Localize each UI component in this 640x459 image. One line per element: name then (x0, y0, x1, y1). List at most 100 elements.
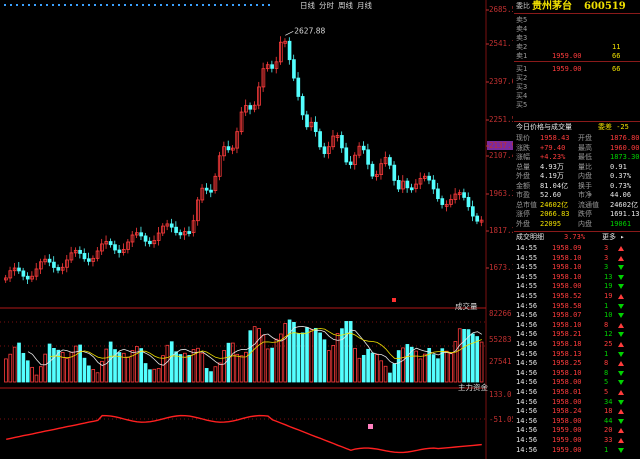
candle-body (100, 243, 104, 252)
order-level-label: 卖4 (516, 25, 528, 33)
tick-price: 1958.52 (552, 292, 582, 300)
stat-label: 金额 (516, 181, 530, 190)
toolbar-dot (202, 4, 204, 6)
toolbar-dot (220, 4, 222, 6)
ticks-header-row[interactable]: 成交明细 3.73% 更多 ▸ (514, 233, 640, 242)
candle-body (231, 147, 235, 151)
volume-bar (152, 368, 157, 383)
tick-volume: 8 (604, 320, 609, 329)
tick-row[interactable]: 14:56 1958.01 5 (514, 388, 640, 397)
candle-body (139, 232, 144, 237)
toolbar-dot (208, 4, 210, 6)
tick-row[interactable]: 14:55 1958.10 3 (514, 263, 640, 272)
down-arrow-icon (618, 399, 624, 405)
candle-body (60, 266, 65, 271)
tick-row[interactable]: 14:56 1958.07 10 (514, 311, 640, 320)
tick-price: 1958.25 (552, 359, 582, 368)
volume-bar (231, 342, 235, 383)
tick-row[interactable]: 14:56 1959.00 1 (514, 446, 640, 455)
candle-body (95, 250, 100, 259)
volume-bar (313, 327, 318, 383)
volume-bar (279, 333, 283, 383)
candle-body (388, 157, 392, 166)
order-book-row: 卖2 11 (514, 43, 640, 52)
toolbar-dot (268, 4, 270, 6)
tick-row[interactable]: 14:56 1958.25 8 (514, 359, 640, 368)
stats-row: 金额 81.04亿 换手 0.73% (514, 182, 640, 191)
candle-body (56, 267, 61, 271)
volume-bar (161, 355, 165, 383)
volume-bar (401, 347, 405, 383)
tick-time: 14:56 (516, 368, 538, 377)
down-arrow-icon (618, 370, 624, 376)
stat-label: 涨幅 (516, 153, 530, 161)
tick-row[interactable]: 14:56 1958.24 18 (514, 407, 640, 416)
stat-value: 1873.30 (610, 153, 640, 161)
volume-axis-label: 82266 (489, 309, 512, 318)
stats-header: 今日价格与成交量 (516, 123, 572, 131)
volume-bar (479, 341, 484, 383)
tick-row[interactable]: 14:56 1958.00 34 (514, 398, 640, 407)
candle-body (196, 199, 200, 222)
candle-body (12, 267, 17, 272)
tick-row[interactable]: 14:55 1958.00 19 (514, 282, 640, 291)
volume-ma10-line (49, 328, 482, 359)
tick-row[interactable]: 14:56 1958.10 8 (514, 369, 640, 378)
stock-tab-label[interactable]: 委比 (516, 2, 530, 10)
candle-body (113, 244, 117, 251)
tick-row[interactable]: 14:55 1958.10 13 (514, 273, 640, 282)
tick-row[interactable]: 14:56 1959.00 20 (514, 426, 640, 435)
tick-row[interactable]: 14:56 1958.58 1 (514, 302, 640, 311)
volume-ma5-line (27, 326, 483, 366)
order-book-row: 买5 (514, 101, 640, 110)
tick-row[interactable]: 14:55 1958.10 3 (514, 254, 640, 263)
tick-row[interactable]: 14:55 1958.52 19 (514, 292, 640, 301)
order-level-label: 买5 (516, 101, 528, 109)
ticks-header-change: 3.73% (564, 233, 586, 241)
volume-bar (113, 349, 117, 383)
tick-row[interactable]: 14:56 1958.00 5 (514, 378, 640, 387)
volume-bar (418, 358, 423, 383)
order-level-price: 1959.00 (552, 52, 582, 60)
period-button[interactable]: 周线 (338, 0, 353, 10)
stat-value: 1691.13 (610, 210, 640, 218)
tick-row[interactable]: 14:56 1958.21 12 (514, 330, 640, 339)
candle-body (252, 104, 257, 110)
period-button[interactable]: 分时 (319, 0, 334, 10)
stock-code: 600519 (584, 1, 626, 12)
volume-bar (318, 332, 322, 383)
tick-row[interactable]: 14:56 1958.10 8 (514, 321, 640, 330)
volume-bar (322, 339, 327, 383)
candle-body (178, 232, 183, 236)
order-level-label: 买4 (516, 92, 528, 100)
tick-row[interactable]: 14:56 1958.18 25 (514, 340, 640, 349)
candle-body (21, 270, 26, 277)
tick-time: 14:56 (516, 378, 538, 387)
stats-row: 总量 4.93万 量比 0.91 (514, 163, 640, 172)
candle-body (244, 105, 248, 113)
tick-price: 1959.00 (552, 445, 582, 454)
tick-row[interactable]: 14:56 1958.00 44 (514, 417, 640, 426)
tick-row[interactable]: 14:56 1959.00 33 (514, 436, 640, 445)
tick-row[interactable]: 14:56 1958.13 1 (514, 350, 640, 359)
period-button[interactable]: 日线 (300, 0, 315, 10)
candle-body (43, 258, 48, 263)
tick-time: 14:56 (516, 407, 538, 416)
candle-body (440, 198, 445, 205)
tick-volume: 19 (604, 292, 613, 300)
volume-bar (375, 354, 379, 383)
panel-divider (514, 121, 640, 122)
volume-bar (440, 348, 445, 383)
candle-body (104, 241, 109, 245)
tick-time: 14:55 (516, 272, 538, 281)
tick-row[interactable]: 14:55 1958.09 3 (514, 244, 640, 253)
stat-label: 换手 (578, 181, 592, 190)
tick-price: 1958.10 (552, 320, 582, 329)
candle-body (344, 147, 349, 163)
tick-time: 14:56 (516, 340, 538, 348)
price-axis-label: 1963.37 (489, 189, 513, 198)
period-button[interactable]: 月线 (357, 0, 372, 10)
volume-bar (348, 321, 353, 383)
